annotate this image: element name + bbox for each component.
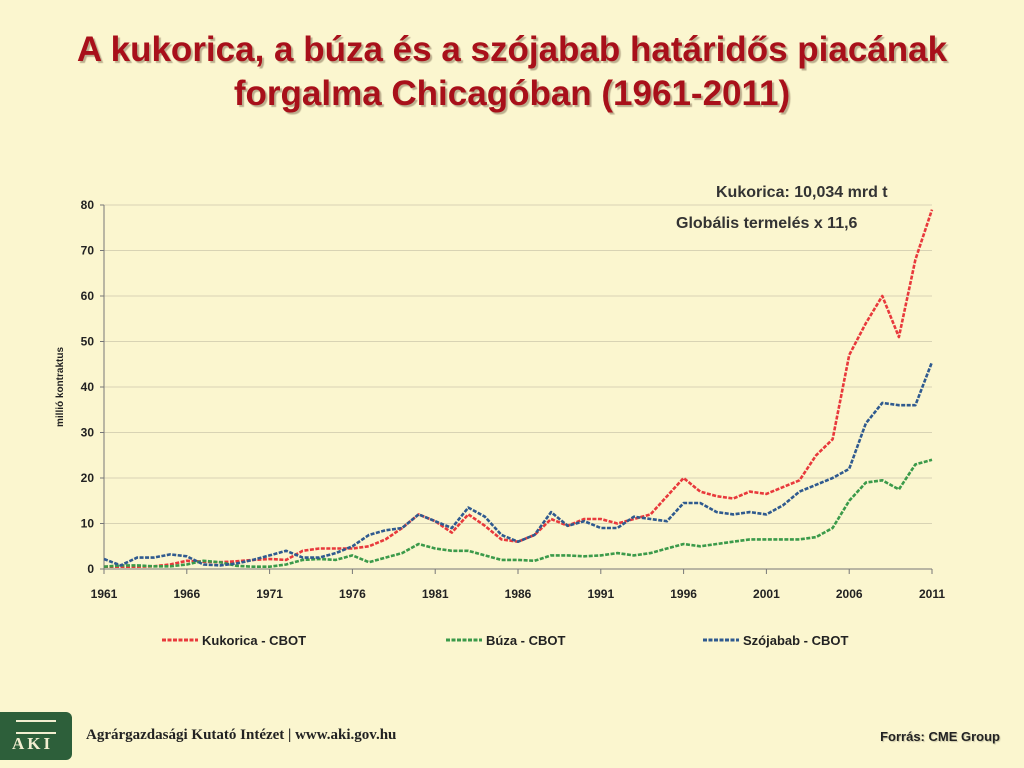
y-tick-label: 20 — [81, 471, 95, 485]
y-axis-label: millió kontraktus — [55, 347, 66, 427]
y-tick-label: 80 — [81, 198, 95, 212]
y-tick-label: 60 — [81, 289, 95, 303]
institute-name: Agrárgazdasági Kutató Intézet | www.aki.… — [86, 727, 397, 743]
slide-title-line-2: forgalma Chicagóban (1961-2011) — [233, 74, 791, 113]
y-tick-label: 0 — [87, 562, 94, 576]
aki-logo: AKI — [0, 712, 72, 760]
y-tick-label: 10 — [81, 517, 95, 531]
y-tick-label: 30 — [81, 426, 95, 440]
x-tick-label: 1991 — [587, 587, 614, 601]
x-tick-label: 1986 — [505, 587, 532, 601]
slide-title-line-1: A kukorica, a búza és a szójabab határid… — [76, 30, 948, 69]
annotation-corn-volume: Kukorica: 10,034 mrd t — [716, 184, 888, 201]
x-tick-label: 2011 — [919, 587, 945, 601]
line-chart: 0 10 20 30 40 50 60 70 80 1961 1966 1971 1976 1981 198… — [55, 198, 945, 648]
legend-label-2: Búza - CBOT — [486, 633, 566, 648]
series-line-1 — [104, 209, 934, 569]
legend-label-3: Szójabab - CBOT — [743, 633, 849, 648]
y-tick-label: 40 — [81, 380, 95, 394]
series-line-2 — [103, 458, 933, 569]
x-tick-label: 1976 — [339, 587, 366, 601]
x-tick-label: 1996 — [670, 587, 697, 601]
x-tick-label: 1961 — [91, 587, 118, 601]
source-credit: Forrás: CME Group — [880, 729, 1000, 744]
x-tick-label: 1966 — [173, 587, 200, 601]
x-tick-label: 1971 — [256, 587, 283, 601]
x-tick-label: 2001 — [753, 587, 780, 601]
series-line-3 — [103, 361, 934, 567]
slide-title: A kukorica, a búza és a szójabab határid… — [0, 28, 1024, 116]
x-tick-label: 2006 — [836, 587, 863, 601]
aki-logo-mark — [16, 720, 56, 734]
y-tick-label: 50 — [81, 335, 95, 349]
annotation-global-production: Globális termelés x 11,6 — [676, 215, 858, 232]
aki-logo-text: AKI — [12, 734, 54, 753]
y-tick-label: 70 — [81, 244, 95, 258]
legend-label-1: Kukorica - CBOT — [202, 633, 306, 648]
x-tick-label: 1981 — [422, 587, 449, 601]
